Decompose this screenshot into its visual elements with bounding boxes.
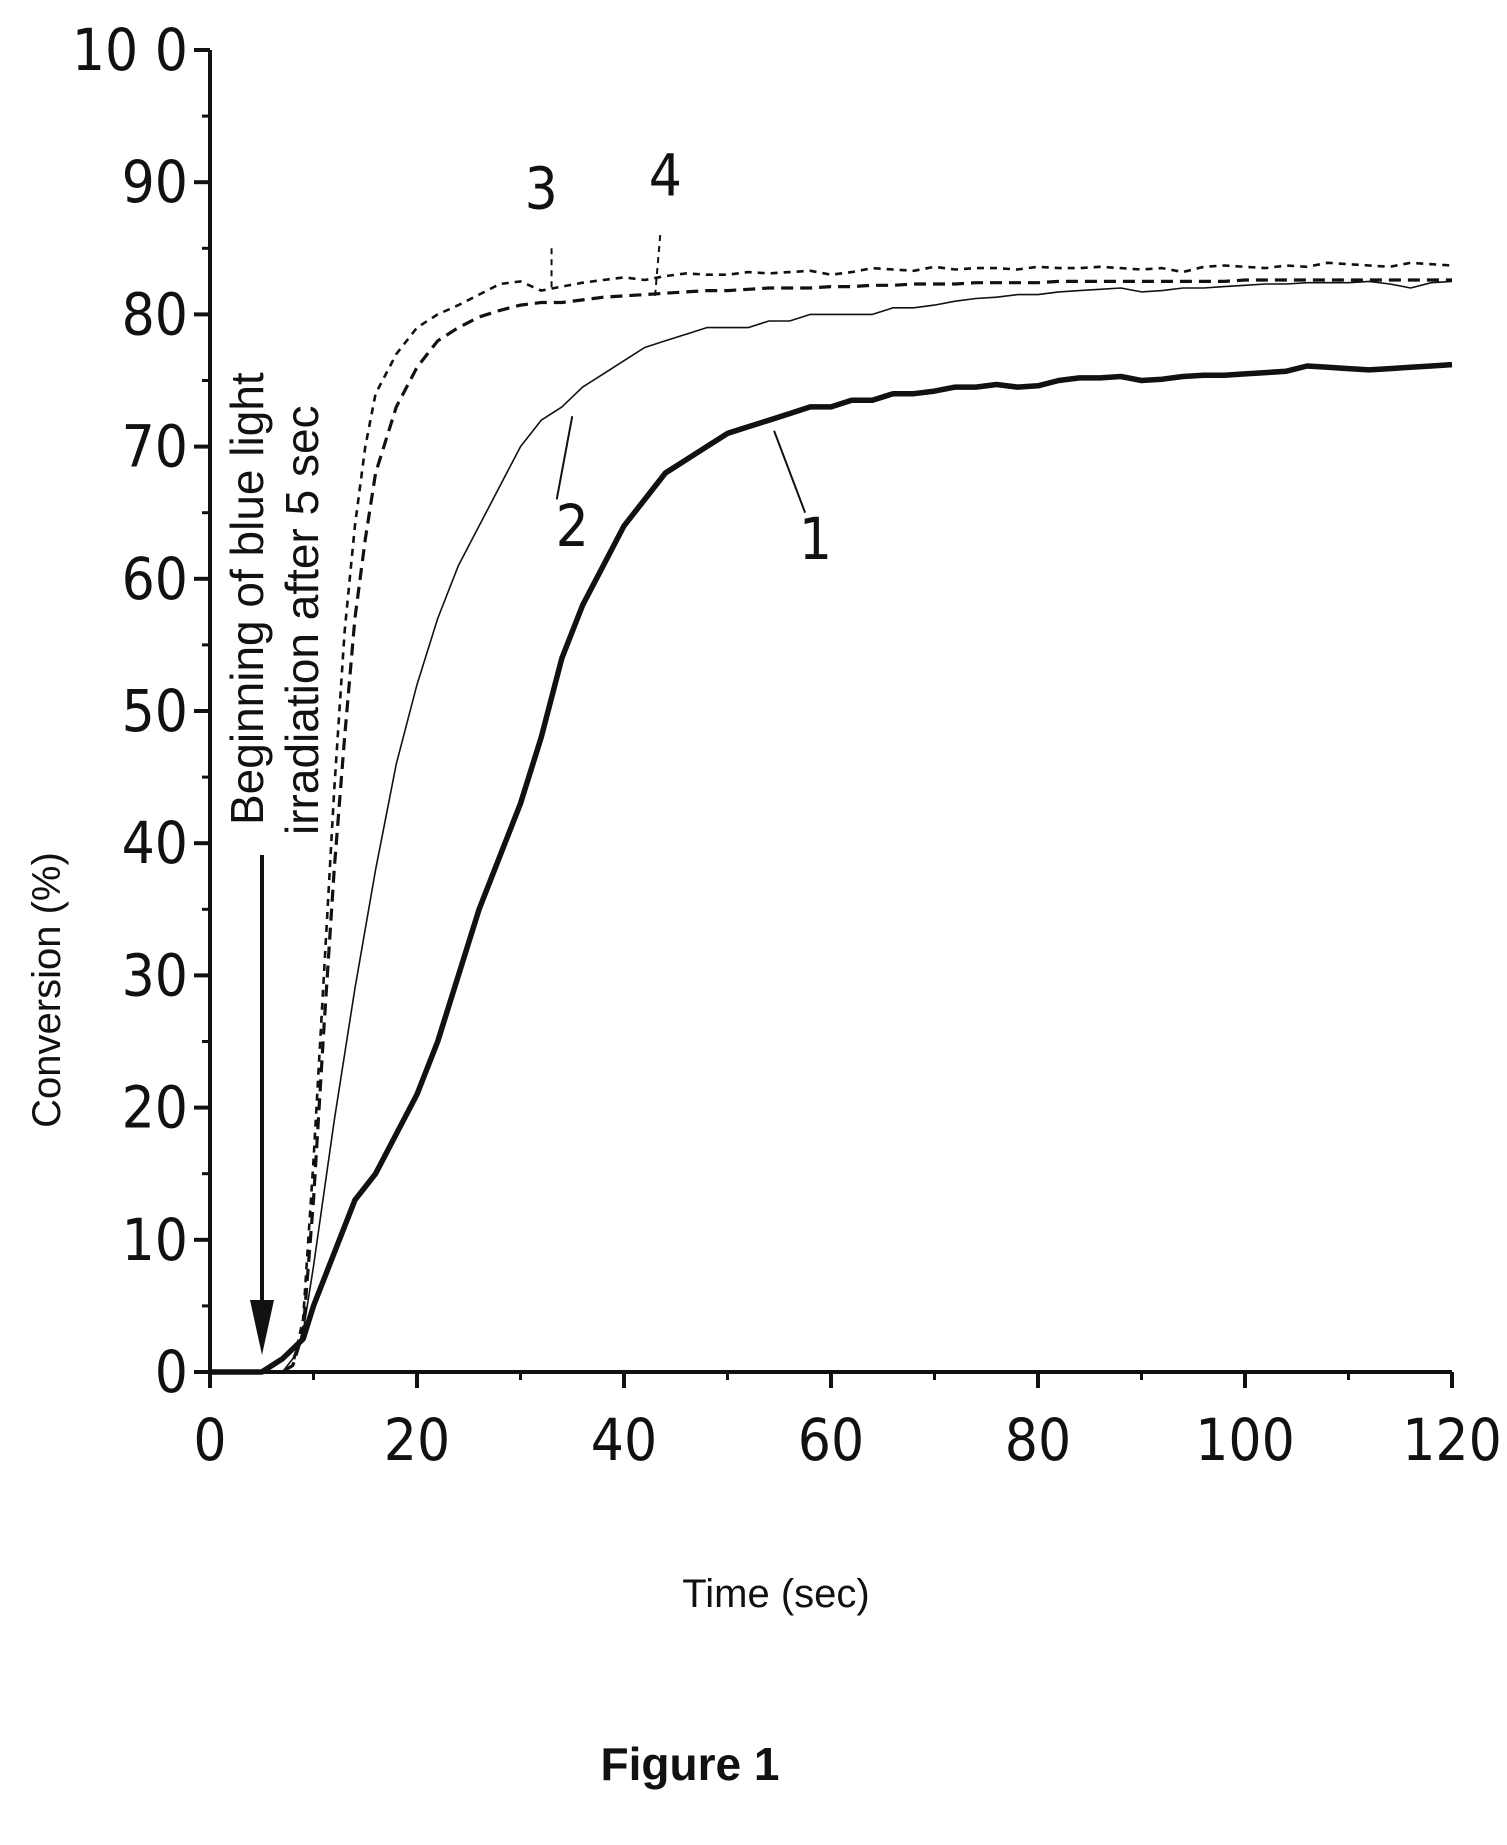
series-2-label: 2 (556, 492, 589, 560)
y-tick-label: 50 (122, 677, 188, 745)
y-tick-label: 30 (122, 941, 188, 1009)
series-3-line (210, 261, 1453, 1374)
y-tick-label: 10 (122, 1206, 188, 1274)
series-2-leader (555, 416, 574, 500)
x-tick-label: 40 (591, 1406, 657, 1474)
y-tick-label: 10 0 (72, 16, 188, 84)
x-tick-label: 20 (384, 1406, 450, 1474)
series-1-leader (773, 430, 807, 514)
series-1-line (210, 361, 1453, 1375)
series-layer (210, 261, 1453, 1375)
y-tick-label: 70 (122, 413, 188, 481)
annotation-line-2: irradiation after 5 sec (276, 405, 328, 835)
y-tick-label: 20 (122, 1074, 188, 1142)
annotation-line-1: Beginning of blue light (221, 372, 273, 825)
x-tick-label: 0 (193, 1406, 226, 1474)
labels-layer: 1 2 3 4 (525, 141, 832, 573)
x-axis-title: Time (sec) (682, 1572, 869, 1616)
x-tick-label: 120 (1402, 1406, 1502, 1474)
y-tick-label: 40 (122, 809, 188, 877)
x-tick-label: 80 (1005, 1406, 1071, 1474)
axes (208, 50, 1452, 1374)
series-2-line (210, 280, 1453, 1373)
y-axis-title: Conversion (%) (25, 852, 69, 1128)
series-1-label: 1 (799, 505, 832, 573)
y-tick-label: 0 (155, 1338, 188, 1406)
y-tick-label: 60 (122, 545, 188, 613)
figure-caption: Figure 1 (601, 1738, 780, 1790)
y-tick-label: 80 (122, 280, 188, 348)
annotation-arrow-head (250, 1300, 274, 1355)
x-tick-label: 100 (1195, 1406, 1295, 1474)
y-tick-label: 90 (122, 148, 188, 216)
series-3-label: 3 (525, 155, 558, 223)
series-4-label: 4 (649, 141, 682, 209)
series-4-leader (654, 234, 662, 296)
x-tick-label: 60 (798, 1406, 864, 1474)
series-4-line (210, 278, 1452, 1374)
